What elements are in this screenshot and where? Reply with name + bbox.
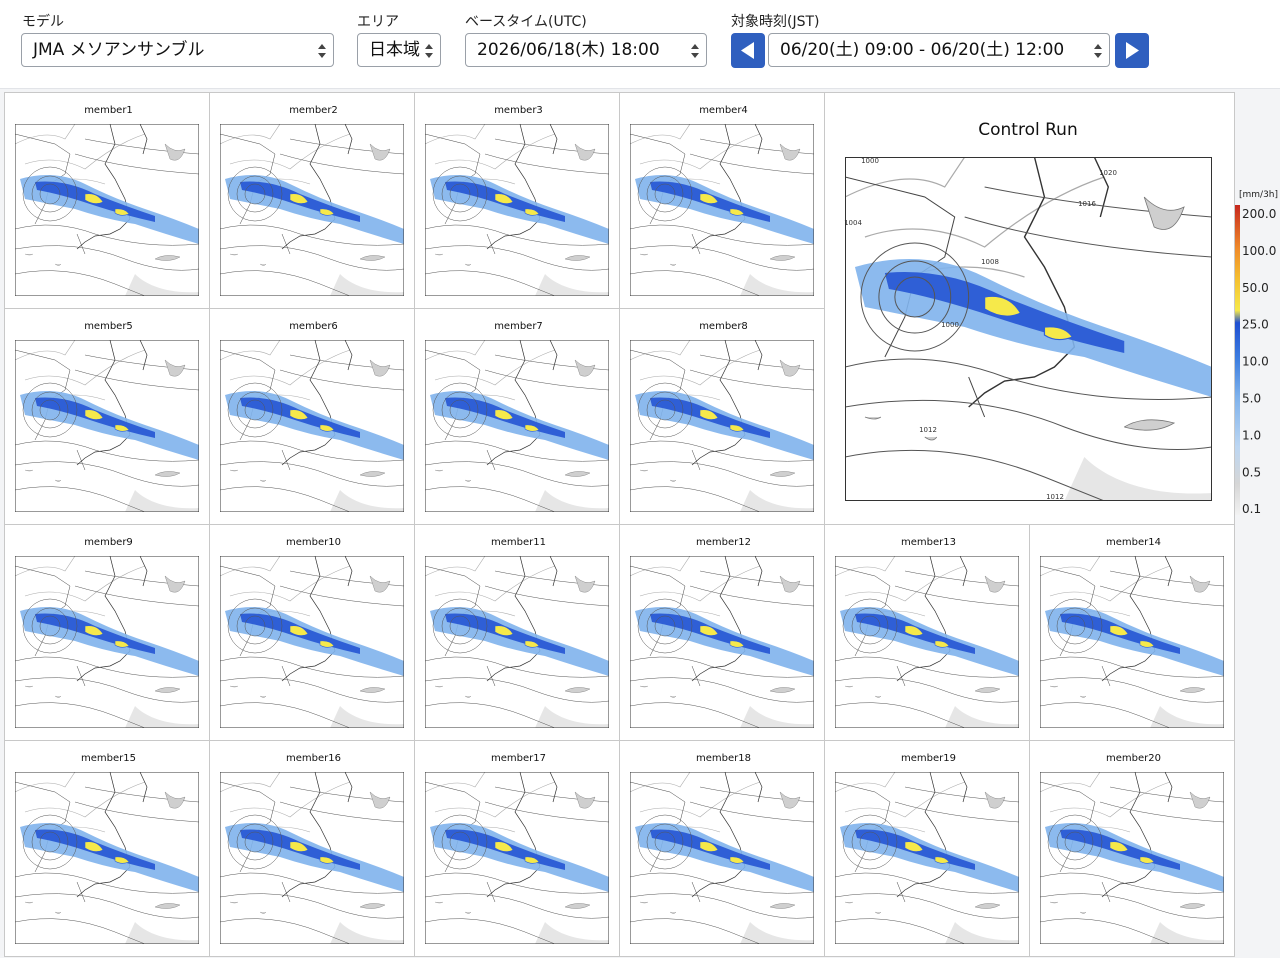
member-map: [220, 124, 404, 296]
colorbar-label: 10.0: [1242, 355, 1269, 369]
panel-border: [824, 92, 1235, 525]
basetime-select[interactable]: 2026/06/18(木) 18:00: [465, 33, 707, 67]
forecast-grid: member1 member2 member3 member4 member5 membe…: [4, 92, 1278, 957]
basetime-value: 2026/06/18(木) 18:00: [477, 40, 660, 60]
member-map: [425, 340, 609, 512]
contour-label: 1000: [941, 321, 959, 329]
member-title: member16: [286, 753, 341, 764]
model-value: JMA メソアンサンブル: [33, 40, 205, 60]
area-select[interactable]: 日本域: [357, 33, 441, 67]
member-title: member3: [494, 105, 543, 116]
target-label: 対象時刻(JST): [731, 14, 820, 30]
member-title: member18: [696, 753, 751, 764]
member-map: [220, 340, 404, 512]
select-arrows: [691, 44, 699, 58]
member-title: member4: [699, 105, 748, 116]
member-title: member13: [901, 537, 956, 548]
model-label: モデル: [22, 14, 64, 30]
contour-label: 1016: [1078, 200, 1096, 208]
contour-label: 1000: [861, 157, 879, 165]
control-title: Control Run: [978, 120, 1077, 140]
select-arrows: [318, 44, 326, 58]
member-map: [425, 556, 609, 728]
member-title: member6: [289, 321, 338, 332]
member-map: [425, 124, 609, 296]
member-title: member2: [289, 105, 338, 116]
member-map: [835, 556, 1019, 728]
area-label: エリア: [357, 14, 399, 30]
member-title: member9: [84, 537, 133, 548]
member-map: [630, 124, 814, 296]
contour-label: 1012: [1046, 493, 1064, 501]
basetime-label: ベースタイム(UTC): [465, 14, 587, 30]
member-title: member14: [1106, 537, 1161, 548]
control-map: [845, 157, 1212, 501]
contour-label: 1020: [1099, 169, 1117, 177]
next-button[interactable]: [1115, 33, 1149, 68]
member-map: [425, 772, 609, 944]
prev-button[interactable]: [731, 33, 765, 68]
colorbar-label: 0.1: [1242, 502, 1261, 516]
member-title: member8: [699, 321, 748, 332]
member-map: [1040, 556, 1224, 728]
member-title: member5: [84, 321, 133, 332]
colorbar-unit: [mm/3h]: [1239, 190, 1278, 200]
member-map: [220, 772, 404, 944]
member-map: [15, 556, 199, 728]
panel-border: [1029, 740, 1235, 957]
colorbar-label: 50.0: [1242, 281, 1269, 295]
contour-label: 1004: [844, 219, 862, 227]
member-map: [630, 772, 814, 944]
next-icon: [1126, 42, 1139, 59]
member-title: member19: [901, 753, 956, 764]
member-map: [220, 556, 404, 728]
member-title: member11: [491, 537, 546, 548]
colorbar-label: 200.0: [1242, 207, 1276, 221]
contour-label: 1008: [981, 258, 999, 266]
member-map: [15, 772, 199, 944]
target-select[interactable]: 06/20(土) 09:00 - 06/20(土) 12:00: [768, 33, 1110, 67]
toolbar: モデル JMA メソアンサンブル エリア 日本域 ベースタイム(UTC) 202…: [0, 0, 1280, 89]
colorbar-label: 5.0: [1242, 392, 1261, 406]
member-title: member10: [286, 537, 341, 548]
member-title: member20: [1106, 753, 1161, 764]
member-map: [835, 772, 1019, 944]
member-map: [15, 340, 199, 512]
area-value: 日本域: [369, 40, 420, 60]
model-select[interactable]: JMA メソアンサンブル: [21, 33, 334, 67]
colorbar: [1235, 205, 1240, 515]
select-arrows: [425, 44, 433, 58]
select-arrows: [1094, 44, 1102, 58]
colorbar-label: 25.0: [1242, 318, 1269, 332]
contour-label: 1012: [919, 426, 937, 434]
member-title: member1: [84, 105, 133, 116]
prev-icon: [741, 42, 754, 59]
member-map: [15, 124, 199, 296]
colorbar-label: 1.0: [1242, 428, 1261, 442]
member-title: member15: [81, 753, 136, 764]
member-map: [630, 556, 814, 728]
colorbar-label: 0.5: [1242, 465, 1261, 479]
colorbar-label: 100.0: [1242, 244, 1276, 258]
member-title: member17: [491, 753, 546, 764]
target-value: 06/20(土) 09:00 - 06/20(土) 12:00: [780, 40, 1065, 60]
member-title: member12: [696, 537, 751, 548]
member-title: member7: [494, 321, 543, 332]
member-map: [1040, 772, 1224, 944]
member-map: [630, 340, 814, 512]
